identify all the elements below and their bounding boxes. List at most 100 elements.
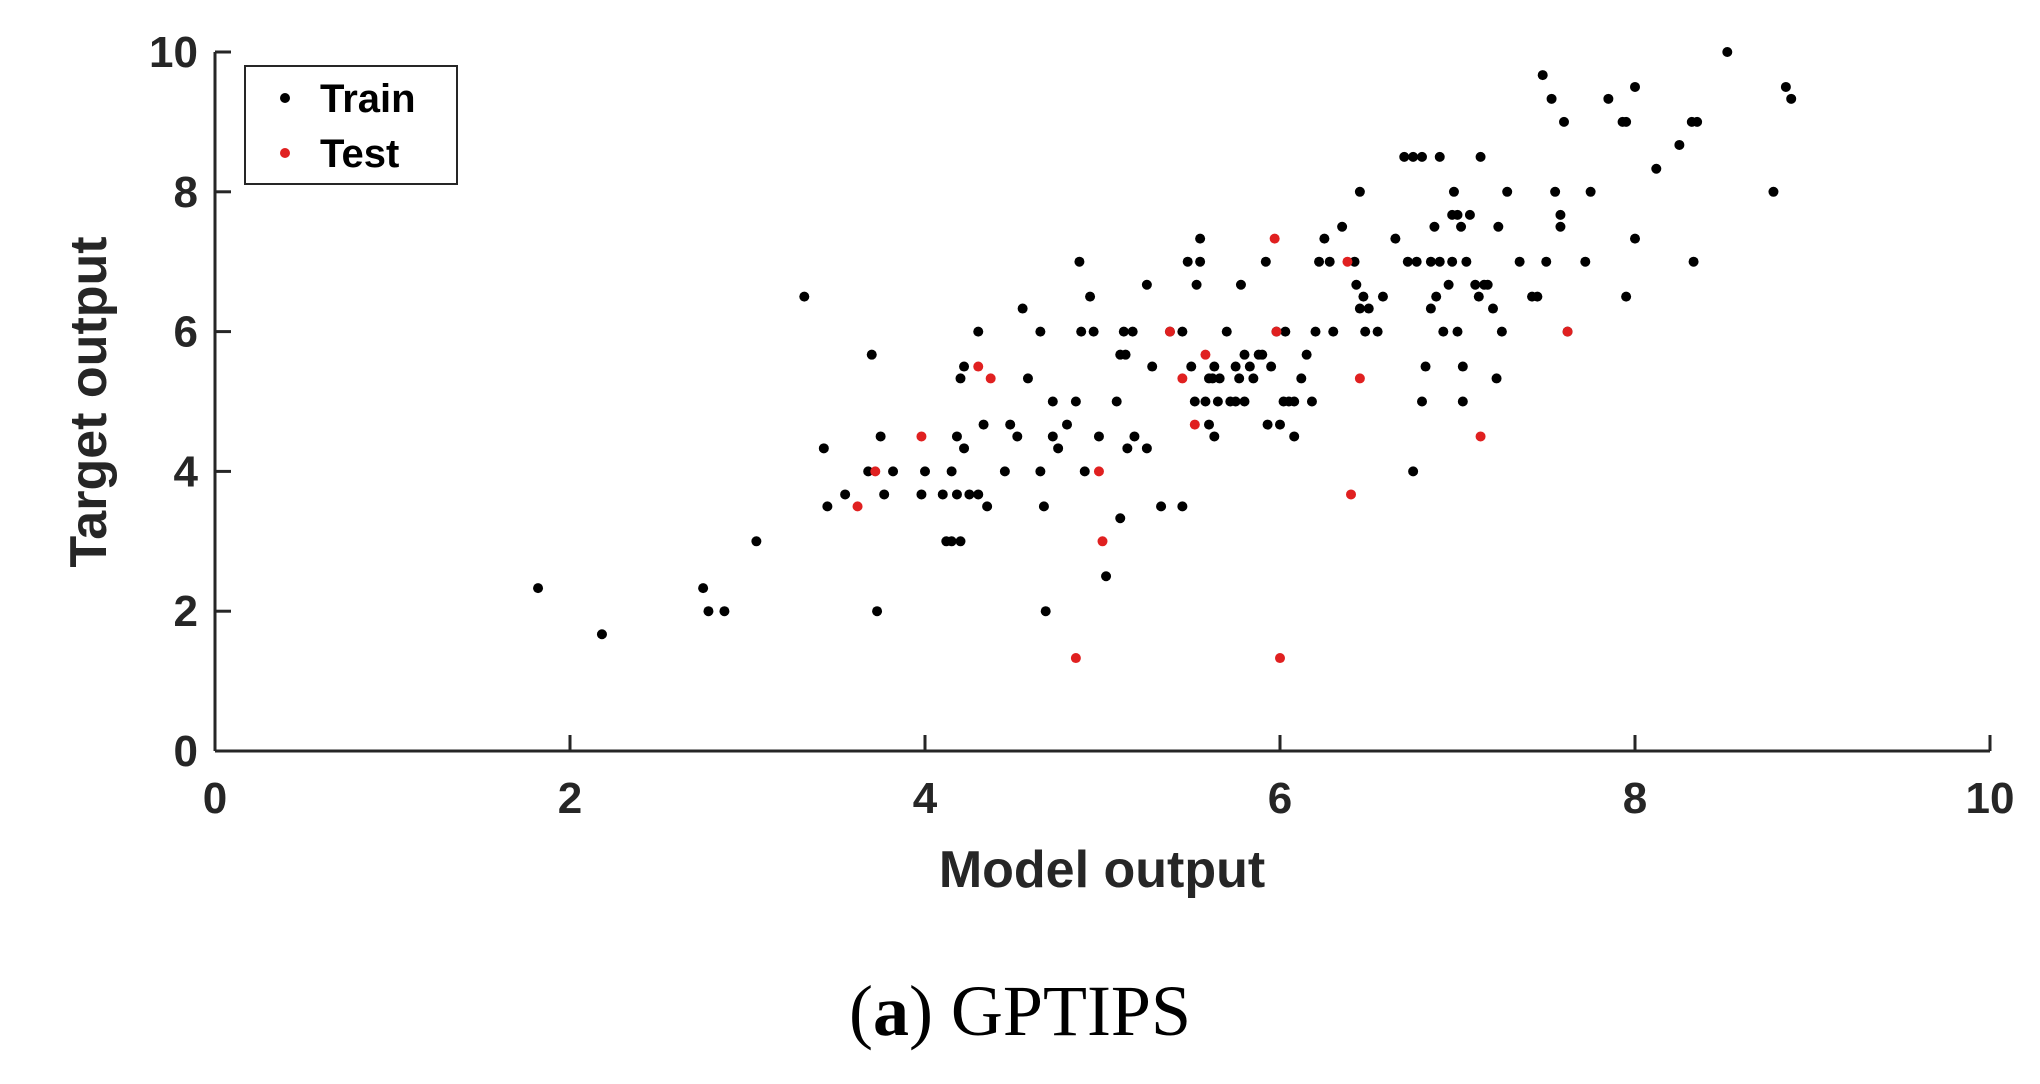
data-point-train [1438,326,1449,337]
data-point-train [1585,186,1596,197]
data-point-train [698,583,709,594]
data-point-train [863,466,874,477]
data-point-train [916,489,927,500]
data-point-train [1390,233,1401,244]
data-point-train [1209,361,1220,372]
data-point-train [1363,303,1374,314]
data-point-train [1289,431,1300,442]
data-point-train [964,489,975,500]
data-point-train [1079,466,1090,477]
axes [213,52,1990,753]
data-point-train [1537,70,1548,81]
data-point-test [985,373,996,384]
y-tick-label: 8 [174,168,198,217]
data-point-train [1177,326,1188,337]
data-point-train [1012,431,1023,442]
data-point-train [1411,256,1422,267]
data-point-train [1464,209,1475,220]
data-point-train [1221,326,1232,337]
data-point-train [1257,349,1268,360]
data-point-train [1452,209,1463,220]
data-point-train [1244,361,1255,372]
data-point-train [1074,256,1085,267]
data-point-test [852,501,863,512]
data-point-train [1351,279,1362,290]
data-point-train [1234,373,1245,384]
data-point-train [1266,361,1277,372]
data-point-test [1275,653,1285,664]
data-point-train [1514,256,1525,267]
data-point-train [1141,443,1152,454]
data-point-test [1269,233,1280,244]
data-point-train [1532,291,1543,302]
data-point-train [1289,396,1300,407]
data-point-train [1621,291,1632,302]
data-point-train [1093,431,1104,442]
x-axis-title: Model output [939,841,1265,899]
data-point-train [1120,349,1131,360]
data-point-test [973,361,984,372]
data-point-train [973,489,984,500]
data-point-train [1546,93,1557,104]
caption-text: ) GPTIPS [908,971,1192,1051]
data-point-train [1324,256,1335,267]
data-point-train [959,361,970,372]
data-point-train [1358,291,1369,302]
data-point-test [870,466,881,477]
data-point-train [1360,326,1371,337]
data-point-train [1621,116,1632,127]
x-tick-label: 0 [203,774,227,823]
data-point-train [1337,221,1348,232]
data-point-train [1111,396,1122,407]
data-point-train [1354,303,1365,314]
data-point-train [1431,291,1442,302]
data-point-train [1417,151,1427,162]
data-point-train [1280,326,1291,337]
data-point-train [1473,291,1484,302]
data-point-train [1349,256,1360,267]
data-point-train [1115,513,1126,524]
y-tick-label: 0 [174,727,198,776]
data-point-train [920,466,930,477]
data-point-train [1207,373,1218,384]
data-point-train [1420,361,1431,372]
data-point-train [1482,279,1493,290]
data-point-train [1101,571,1112,582]
data-point-train [1425,256,1436,267]
data-point-train [1195,233,1206,244]
data-point-train [719,606,730,617]
data-point-train [596,629,607,640]
data-point-train [1550,186,1561,197]
data-point-train [1035,466,1046,477]
data-point-train [1189,396,1200,407]
data-point-train [1127,326,1138,337]
data-point-test [1093,466,1104,477]
data-point-train [1301,349,1312,360]
data-point-train [1204,419,1214,430]
x-tick-label: 6 [1268,774,1292,823]
data-point-train [1275,419,1285,430]
data-point-train [1434,151,1445,162]
data-point-train [1491,373,1502,384]
data-point-train [1452,326,1463,337]
data-point-train [1022,373,1033,384]
data-point-train [1214,373,1225,384]
data-point-train [982,501,993,512]
x-tick-label: 2 [558,774,582,823]
data-point-train [1630,233,1640,244]
data-point-train [1417,396,1427,407]
caption-open-paren: ( [848,971,873,1051]
data-point-train [1408,151,1419,162]
data-point-train [1053,443,1064,454]
data-point-test [916,431,927,442]
data-point-train [1230,396,1241,407]
data-point-train [1186,361,1197,372]
data-point-test [1475,431,1486,442]
data-point-train [1434,256,1445,267]
data-point-train [1328,326,1339,337]
y-tick-label: 4 [174,447,199,496]
data-point-train [978,419,989,430]
data-point-train [1354,186,1365,197]
data-point-train [1448,186,1459,197]
data-point-train [1541,256,1552,267]
